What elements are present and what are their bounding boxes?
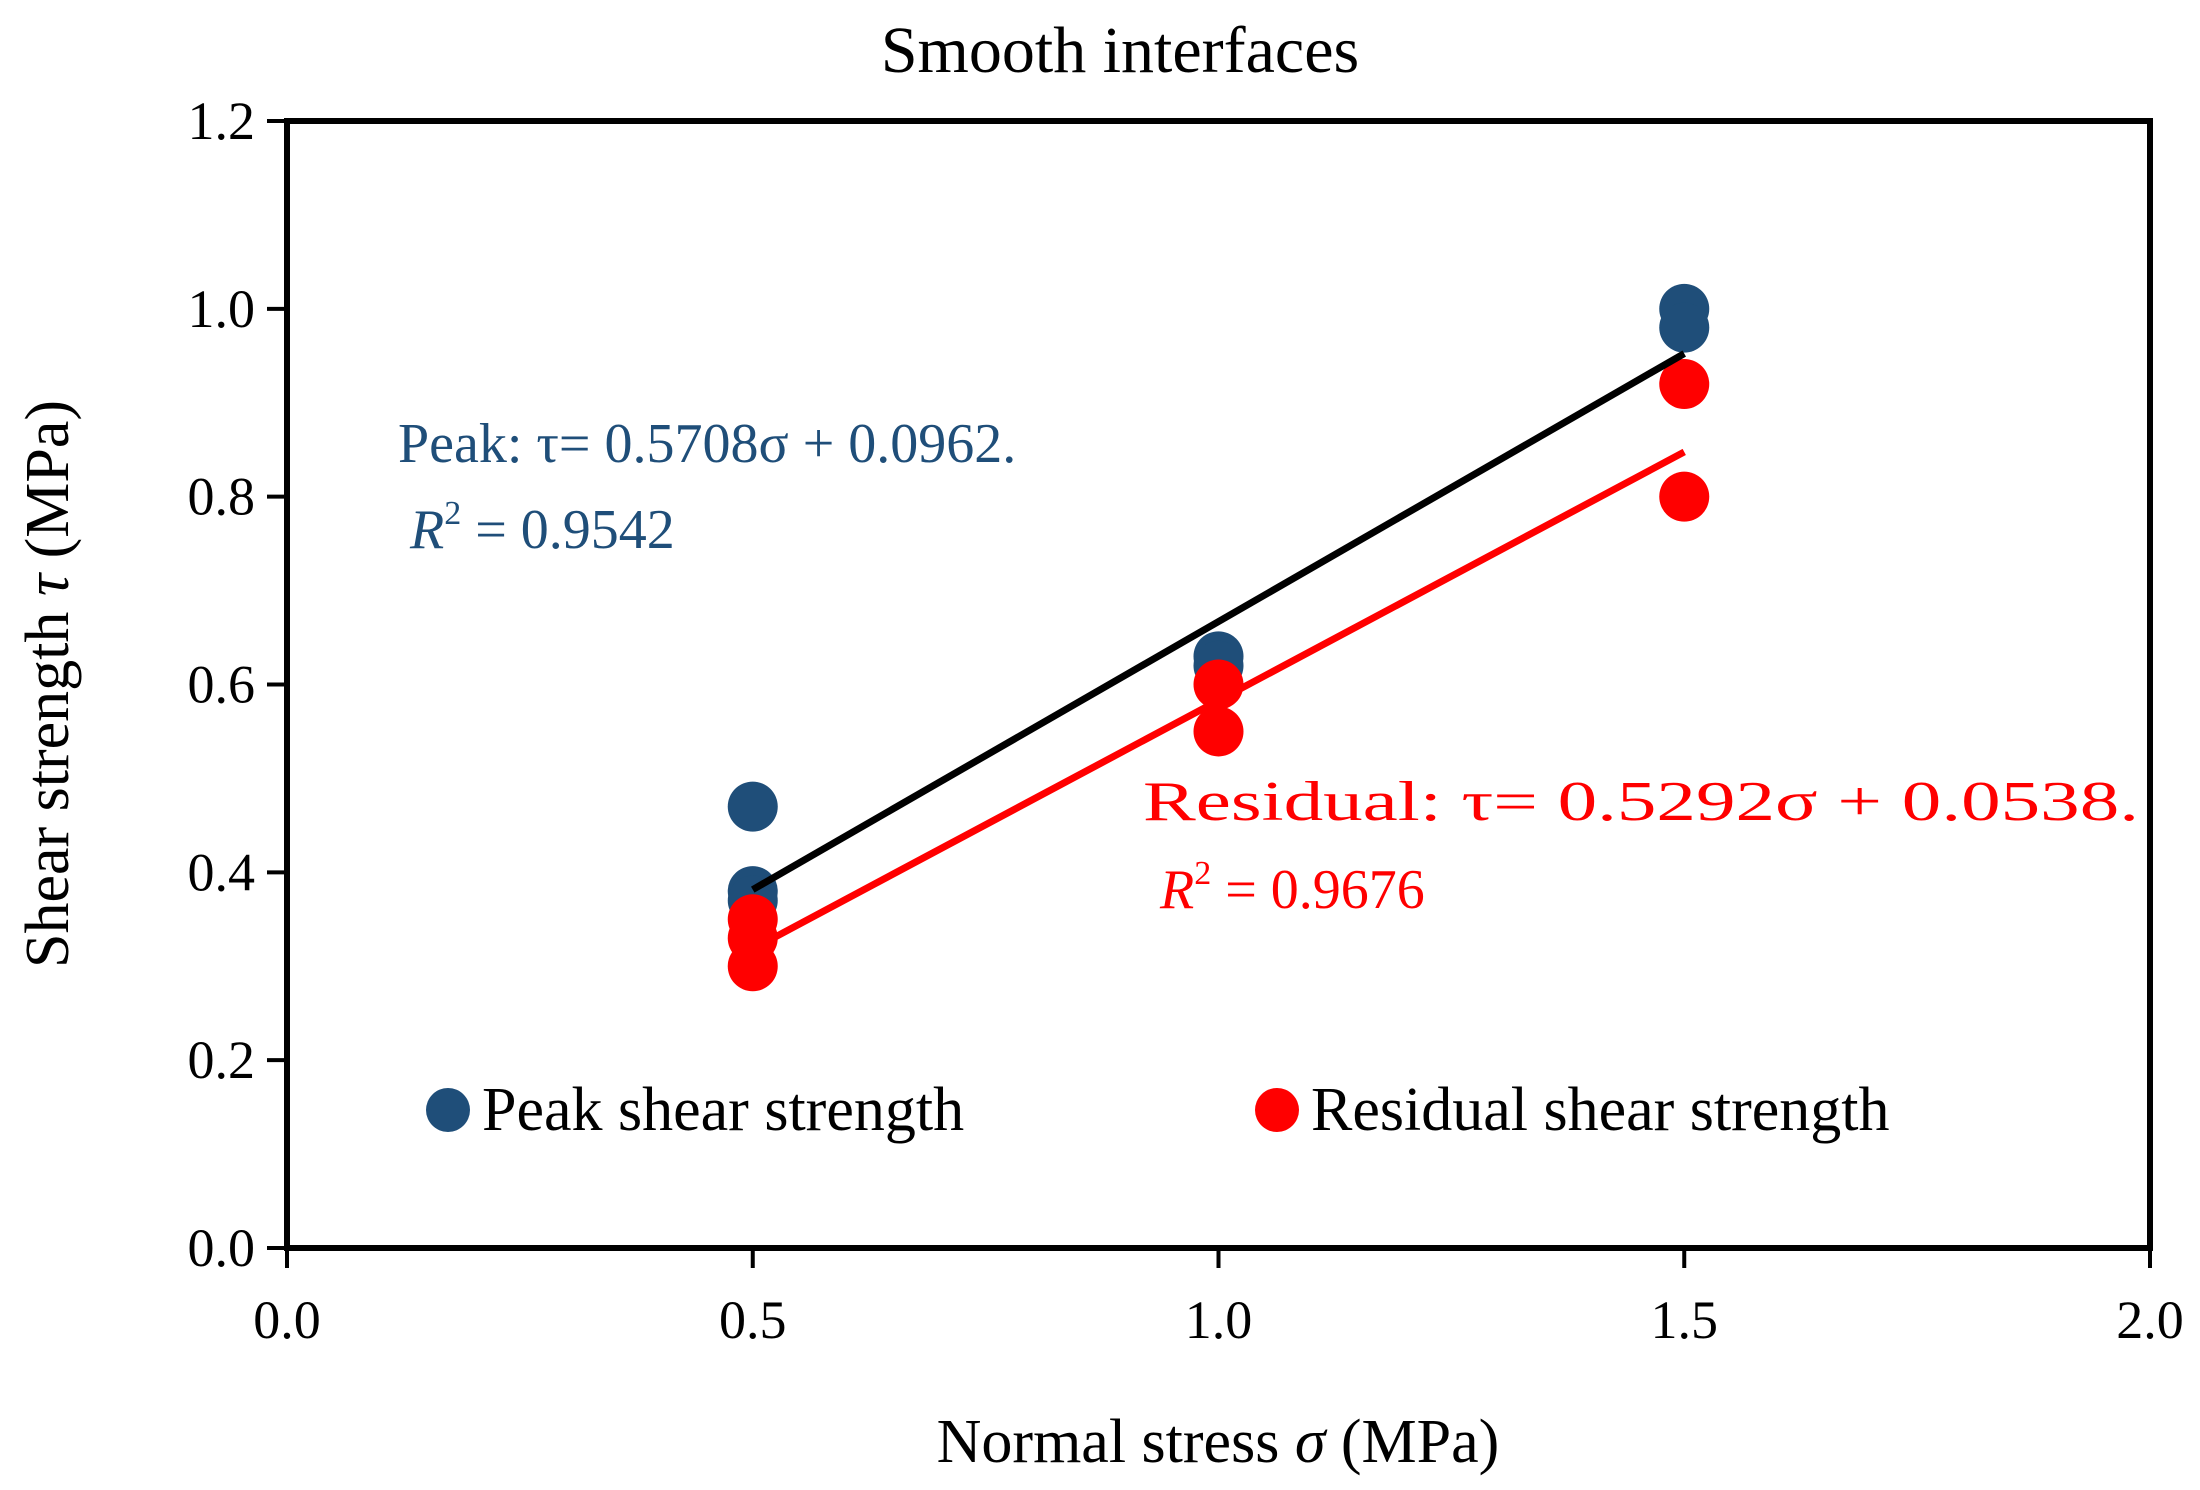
y-tick-label: 1.2 <box>188 91 256 151</box>
residual-data-point <box>1659 358 1710 409</box>
residual-r2: R2 = 0.9676 <box>1159 855 1425 921</box>
legend: Peak shear strength Residual shear stren… <box>426 1076 1890 1144</box>
legend-label-residual: Residual shear strength <box>1311 1076 1890 1144</box>
y-axis: 0.0 0.2 0.4 0.6 0.8 1.0 1.2 <box>188 91 287 1278</box>
x-tick-label: 1.5 <box>1651 1290 1719 1350</box>
y-tick-label: 1.0 <box>188 279 256 339</box>
chart-title: Smooth interfaces <box>881 14 1359 87</box>
residual-trendline <box>751 448 1686 953</box>
y-tick-label: 0.0 <box>188 1218 256 1278</box>
x-tick-label: 1.0 <box>1185 1290 1253 1350</box>
y-tick-label: 0.4 <box>188 842 256 902</box>
peak-equation: Peak: τ= 0.5708σ + 0.0962. <box>398 413 1016 475</box>
x-tick-label: 2.0 <box>2116 1290 2184 1350</box>
residual-data-point <box>727 941 778 992</box>
peak-r2: R2 = 0.9542 <box>409 495 675 561</box>
peak-data-point <box>727 781 778 832</box>
x-axis-label: Normal stress σ (MPa) <box>937 1408 1500 1476</box>
trendlines <box>751 350 1686 953</box>
peak-data-point <box>1659 302 1710 353</box>
residual-equation: Residual: τ= 0.5292σ + 0.0538. <box>1143 771 2139 833</box>
legend-label-peak: Peak shear strength <box>482 1076 964 1144</box>
legend-marker-peak <box>426 1088 470 1132</box>
legend-marker-residual <box>1255 1088 1299 1132</box>
y-tick-label: 0.6 <box>188 655 256 715</box>
y-tick-label: 0.2 <box>188 1030 256 1090</box>
x-axis: 0.0 0.5 1.0 1.5 2.0 <box>253 1248 2184 1350</box>
y-tick-label: 0.8 <box>188 467 256 527</box>
data-points <box>727 283 1710 992</box>
residual-data-point <box>1193 706 1244 757</box>
x-tick-label: 0.5 <box>719 1290 787 1350</box>
x-tick-label: 0.0 <box>253 1290 321 1350</box>
residual-data-point <box>1659 471 1710 522</box>
peak-trendline <box>751 350 1686 893</box>
y-axis-label: Shear strength τ (MPa) <box>14 400 82 968</box>
